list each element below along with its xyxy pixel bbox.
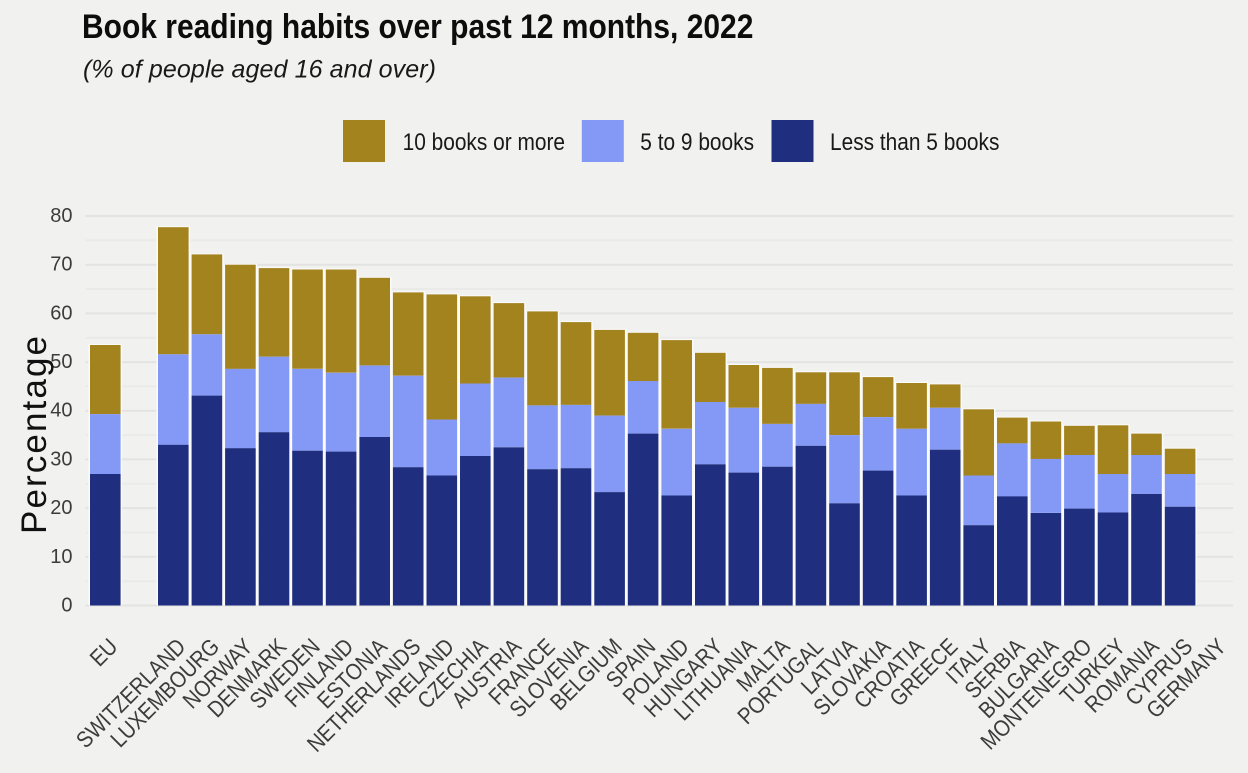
svg-text:70: 70 [50,254,72,276]
svg-text:20: 20 [50,497,72,519]
svg-text:0: 0 [61,595,72,617]
svg-text:Less than 5 books: Less than 5 books [830,129,999,156]
svg-text:40: 40 [50,400,72,422]
svg-text:(% of people aged 16 and over): (% of people aged 16 and over) [83,56,436,84]
svg-text:5 to 9 books: 5 to 9 books [640,129,754,156]
svg-text:10 books or more: 10 books or more [403,129,565,156]
svg-text:Percentage: Percentage [15,336,54,534]
svg-text:50: 50 [50,351,72,373]
svg-text:EU: EU [84,633,123,672]
svg-text:80: 80 [50,205,72,227]
svg-text:Book reading habits over past: Book reading habits over past 12 months,… [82,7,753,45]
svg-text:60: 60 [50,302,72,324]
svg-text:10: 10 [50,546,72,568]
svg-text:30: 30 [50,448,72,470]
